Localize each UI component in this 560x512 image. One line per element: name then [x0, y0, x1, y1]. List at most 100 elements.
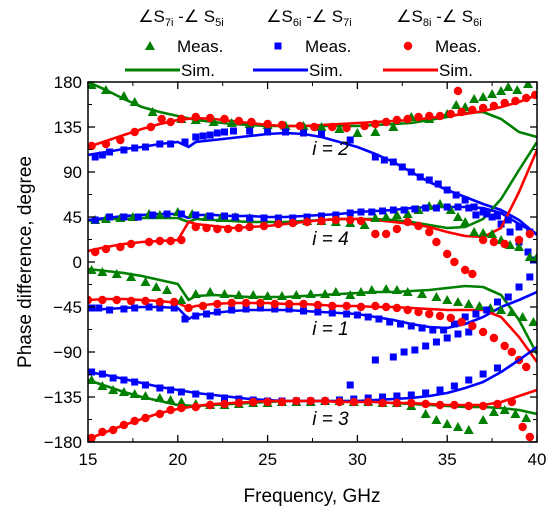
meas-point-circle [392, 398, 402, 408]
y-tick-label-7: 135 [54, 118, 82, 137]
legend-sim-label-1: Sim. [309, 61, 343, 80]
meas-point-circle [371, 229, 380, 239]
meas-point-triangle [499, 405, 510, 414]
meas-point-triangle [532, 252, 537, 261]
meas-point-circle [489, 101, 499, 111]
group-i2 [88, 82, 537, 264]
meas-point-triangle [510, 409, 521, 418]
meas-point-circle [177, 403, 186, 413]
meas-point-triangle [162, 285, 173, 294]
meas-point-triangle [521, 413, 532, 422]
meas-point-square [436, 386, 444, 394]
meas-point-circle [407, 398, 416, 408]
meas-point-square [256, 304, 264, 312]
meas-point-square [106, 306, 114, 314]
meas-point-circle [489, 333, 499, 343]
meas-point-square [181, 138, 189, 146]
meas-point-square [109, 374, 117, 382]
meas-point-circle [90, 247, 100, 257]
meas-point-circle [310, 122, 319, 132]
meas-point-circle [414, 221, 423, 231]
meas-point-square [461, 196, 469, 204]
meas-point-circle [130, 416, 139, 426]
meas-point-square [379, 207, 387, 215]
meas-point-circle [414, 112, 423, 122]
meas-point-square [443, 203, 451, 211]
meas-point-circle [263, 119, 272, 129]
meas-point-square [300, 307, 308, 315]
meas-point-triangle [463, 425, 474, 434]
meas-point-square [271, 305, 279, 313]
meas-point-square [450, 382, 458, 390]
meas-point-triangle [165, 395, 176, 404]
meas-point-square [493, 364, 501, 372]
meas-point-circle [256, 298, 265, 308]
meas-point-triangle [370, 213, 381, 222]
meas-point-square [407, 391, 415, 399]
meas-point-triangle [402, 287, 413, 296]
meas-point-square [411, 346, 419, 354]
meas-point-triangle [512, 85, 523, 94]
meas-point-square [134, 213, 142, 221]
meas-point-square [443, 186, 451, 194]
meas-point-triangle [496, 86, 507, 95]
meas-point-square [328, 309, 336, 317]
meas-point-triangle [345, 290, 356, 299]
meas-point-square [368, 208, 376, 216]
meas-point-square [303, 213, 311, 221]
meas-point-circle [223, 224, 233, 234]
meas-point-circle [141, 413, 150, 423]
meas-point-square [411, 205, 419, 213]
meas-point-circle [446, 109, 455, 119]
meas-point-circle [88, 295, 93, 305]
meas-point-triangle [276, 291, 287, 300]
meas-point-square [389, 158, 397, 166]
meas-point-square [131, 144, 139, 152]
meas-point-circle [166, 117, 175, 127]
meas-point-square [332, 211, 340, 219]
meas-point-square [389, 353, 397, 361]
meas-point-square [131, 378, 139, 386]
meas-point-circle [489, 237, 499, 247]
meas-point-square [274, 214, 282, 222]
y-axis-label: Phase difference, degree [15, 156, 36, 368]
meas-point-square [206, 131, 214, 139]
meas-point-triangle [452, 212, 463, 221]
legend-marker-square [274, 42, 282, 50]
meas-point-square [465, 328, 473, 336]
meas-point-circle [435, 400, 445, 410]
meas-point-square [400, 206, 408, 214]
meas-point-square [346, 381, 354, 389]
meas-point-circle [155, 297, 165, 307]
meas-point-circle [518, 422, 527, 432]
meas-point-square [264, 128, 272, 136]
annotation-2: i = 1 [312, 319, 348, 340]
meas-point-triangle [111, 269, 122, 278]
legend-marker-triangle [145, 41, 155, 50]
meas-point-circle [453, 86, 463, 96]
meas-point-triangle [205, 287, 216, 296]
meas-point-circle [88, 141, 96, 151]
meas-point-square [317, 212, 325, 220]
meas-point-circle [381, 229, 391, 239]
meas-point-circle [371, 301, 380, 311]
meas-point-triangle [506, 307, 517, 316]
meas-point-square [181, 315, 189, 323]
legend-title-part: 7i [343, 17, 352, 29]
legend-title-0: ∠S7i -∠ S5i [138, 7, 223, 29]
meas-point-triangle [478, 228, 489, 237]
meas-point-triangle [442, 419, 453, 428]
group-i1 [88, 265, 537, 389]
legend-title-2: ∠S8i -∠ S6i [396, 7, 481, 29]
meas-point-square [192, 133, 200, 141]
meas-point-circle [302, 217, 312, 227]
legend-title-part: -∠ S [301, 7, 343, 26]
meas-point-triangle [126, 272, 137, 281]
meas-point-square [380, 156, 388, 164]
meas-point-square [432, 204, 440, 212]
meas-point-triangle [463, 299, 474, 308]
legend-title-part: 6i [473, 17, 482, 29]
annotation-1: i = 4 [312, 229, 348, 250]
meas-point-square [282, 128, 290, 136]
meas-point-square [443, 334, 451, 342]
